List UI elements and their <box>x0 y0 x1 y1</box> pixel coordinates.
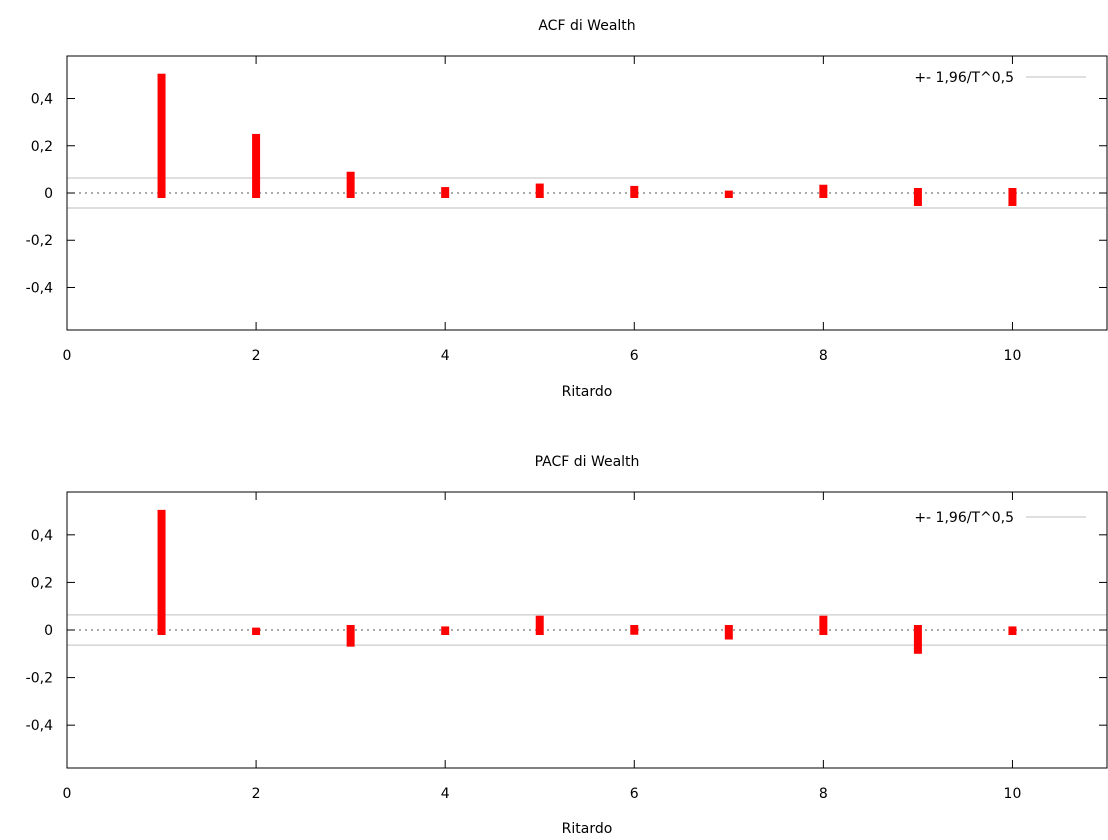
pacf-x-axis-label: Ritardo <box>562 821 613 837</box>
acf-y-tick-label: 0,2 <box>31 139 53 155</box>
pacf-y-tick-label: -0,4 <box>26 718 53 734</box>
acf-y-tick-label: -0,2 <box>26 233 53 249</box>
pacf-bar-lag-8 <box>819 615 828 635</box>
acf-bar-lag-3 <box>346 171 355 198</box>
acf-legend-background <box>855 66 1023 90</box>
acf-bar-lag-10 <box>1008 188 1017 206</box>
pacf-x-tick-label: 0 <box>63 786 72 802</box>
pacf-x-tick-label: 2 <box>252 786 261 802</box>
pacf-bar-lag-9 <box>913 625 922 654</box>
pacf-bar-lag-10 <box>1008 626 1017 635</box>
acf-x-tick-label: 2 <box>252 348 261 364</box>
acf-chart-title: ACF di Wealth <box>538 18 635 34</box>
acf-bar-lag-9 <box>913 188 922 206</box>
acf-x-axis-label: Ritardo <box>562 384 613 400</box>
pacf-x-tick-label: 6 <box>630 786 639 802</box>
acf-bar-lag-7 <box>724 190 733 198</box>
acf-bar-lag-8 <box>819 184 828 198</box>
acf-x-tick-label: 10 <box>1004 348 1022 364</box>
pacf-bar-lag-3 <box>346 625 355 647</box>
pacf-legend-background <box>855 506 1023 530</box>
acf-panel: ACF di Wealth 0 2 4 6 8 10 0,4 0,2 0 -0,2 -0,4 Ritar… <box>26 18 1108 400</box>
pacf-x-tick-label: 4 <box>441 786 450 802</box>
pacf-bar-lag-4 <box>441 626 450 635</box>
pacf-chart-title: PACF di Wealth <box>535 454 640 470</box>
acf-bar-lag-1 <box>157 73 166 198</box>
acf-bar-lag-6 <box>630 185 639 198</box>
pacf-panel: PACF di Wealth 0 2 4 6 8 10 0,4 0,2 0 -0,2 -0,4 Rita… <box>26 454 1108 837</box>
acf-x-tick-label: 4 <box>441 348 450 364</box>
pacf-y-tick-label: -0,2 <box>26 671 53 687</box>
acf-y-tick-label: 0 <box>44 186 53 202</box>
acf-legend-label: +- 1,96/T^0,5 <box>914 70 1014 86</box>
acf-x-tick-label: 0 <box>63 348 72 364</box>
acf-x-tick-label: 8 <box>819 348 828 364</box>
pacf-bar-lag-7 <box>724 625 733 640</box>
acf-y-tick-label: 0,4 <box>31 92 53 108</box>
pacf-bar-lag-2 <box>252 627 261 635</box>
acf-x-tick-label: 6 <box>630 348 639 364</box>
acf-bar-lag-2 <box>252 133 261 198</box>
acf-bar-lag-4 <box>441 187 450 198</box>
acf-y-tick-label: -0,4 <box>26 280 53 296</box>
pacf-bar-lag-5 <box>535 615 544 635</box>
pacf-x-tick-label: 8 <box>819 786 828 802</box>
acf-bar-lag-5 <box>535 183 544 198</box>
pacf-y-tick-label: 0 <box>44 623 53 639</box>
pacf-legend-label: +- 1,96/T^0,5 <box>914 510 1014 526</box>
pacf-y-tick-label: 0,4 <box>31 528 53 544</box>
pacf-x-tick-label: 10 <box>1004 786 1022 802</box>
pacf-bar-lag-1 <box>157 509 166 635</box>
pacf-y-tick-label: 0,2 <box>31 575 53 591</box>
pacf-bar-lag-6 <box>630 625 639 635</box>
